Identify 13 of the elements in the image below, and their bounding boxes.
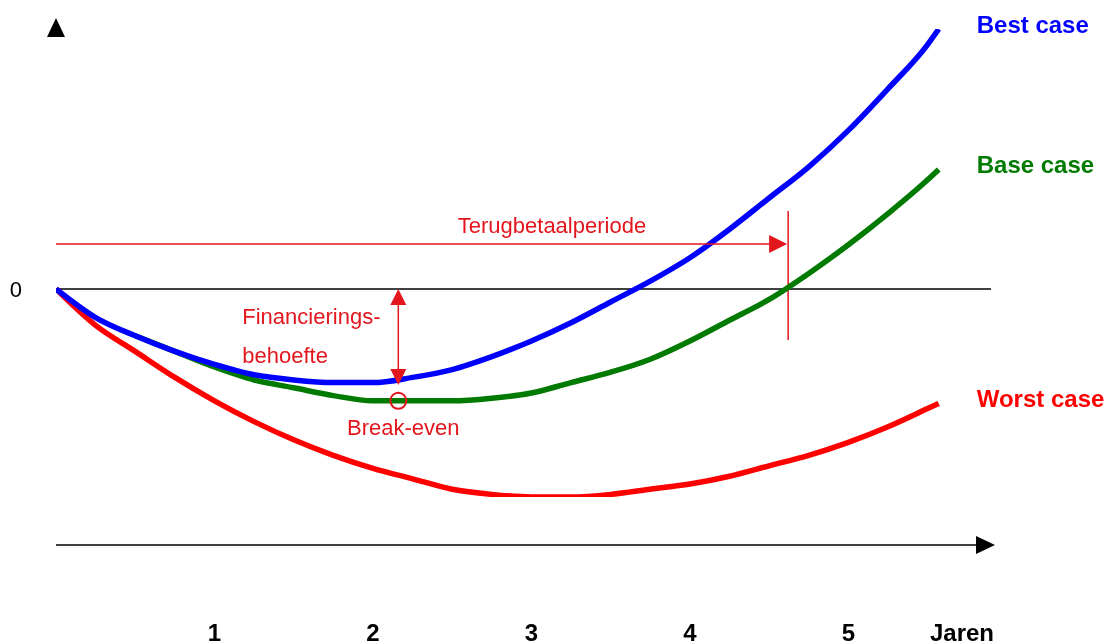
series-label: Best case <box>976 10 1089 38</box>
x-tick-label: 4 <box>683 618 698 643</box>
annotation: Break-even <box>347 415 460 441</box>
x-tick-label: 1 <box>207 618 222 643</box>
annotation: Terugbetaalperiode <box>457 212 647 238</box>
series-label: Base case <box>976 150 1095 178</box>
annotation: Financierings-behoefte <box>242 303 381 368</box>
ref-line-label: 0 <box>9 276 22 302</box>
series-label: Worst case <box>976 384 1105 412</box>
x-tick-label: 2 <box>366 618 380 643</box>
x-axis-title: Jaren <box>929 618 995 643</box>
x-tick-label: 3 <box>524 618 539 643</box>
x-tick-label: 5 <box>841 618 856 643</box>
